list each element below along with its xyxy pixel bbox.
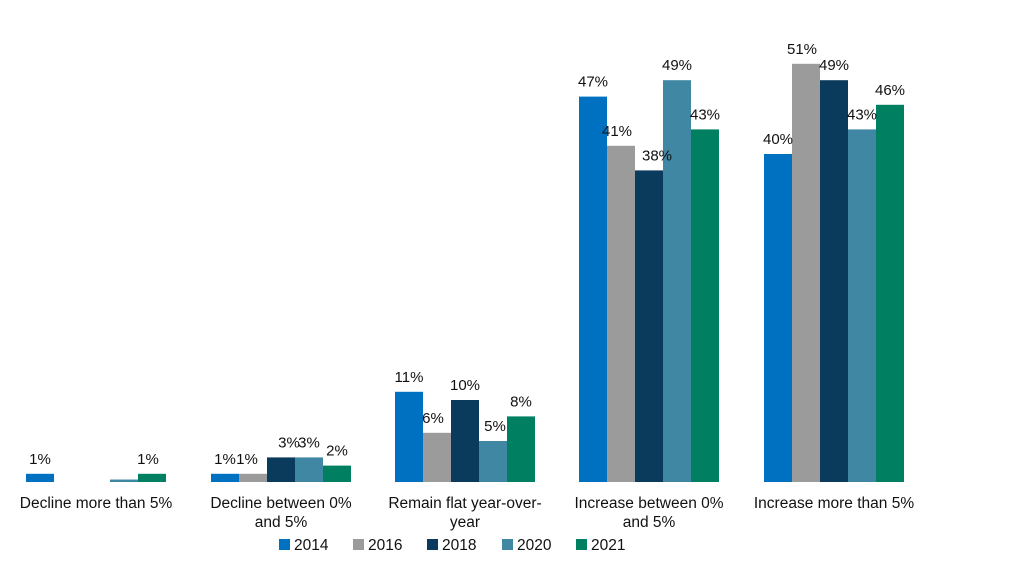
- legend-swatch-2014: [279, 539, 290, 550]
- bars-layer: [26, 63, 904, 483]
- value-label-2014-cat3: 47%: [578, 74, 608, 91]
- category-label-line: Decline more than 5%: [20, 495, 173, 512]
- value-label-2014-cat2: 11%: [395, 369, 424, 386]
- category-label-line: Remain flat year-over-: [388, 495, 541, 512]
- legend-swatch-2018: [427, 539, 438, 550]
- bar-2016-cat1: [239, 473, 267, 482]
- category-label-1: Decline between 0% and 5%: [210, 495, 352, 531]
- value-label-2014-cat1: 1%: [214, 451, 236, 468]
- bar-2014-cat0: [26, 473, 54, 482]
- bar-2020-cat4: [848, 129, 876, 482]
- bar-2018-cat1: [267, 457, 295, 482]
- value-label-2018-cat1: 3%: [278, 434, 300, 451]
- value-label-2020-cat2: 5%: [484, 418, 506, 435]
- bar-2021-cat3: [691, 129, 719, 482]
- value-label-2021-cat0: 1%: [137, 451, 159, 468]
- bar-2021-cat4: [876, 104, 904, 483]
- category-label-line: and 5%: [255, 514, 308, 531]
- value-label-2020-cat3: 49%: [662, 57, 692, 74]
- category-label-3: Increase between 0% and 5%: [574, 495, 723, 531]
- value-label-2016-cat2: 6%: [422, 410, 444, 427]
- bar-2021-cat2: [507, 416, 535, 482]
- category-label-4: Increase more than 5%: [754, 495, 914, 512]
- bar-2020-cat0: [110, 479, 138, 482]
- bar-2016-cat4: [792, 63, 820, 483]
- value-label-2021-cat2: 8%: [510, 393, 532, 410]
- category-label-line: Decline between 0%: [210, 495, 352, 512]
- bar-2020-cat3: [663, 80, 691, 482]
- category-label-2: Remain flat year-over-year: [388, 495, 541, 531]
- value-label-2021-cat4: 46%: [875, 82, 905, 99]
- legend-label-2021: 2021: [591, 537, 625, 554]
- bar-2021-cat0: [138, 473, 166, 482]
- bar-2014-cat2: [395, 391, 423, 482]
- value-label-2020-cat4: 43%: [847, 106, 877, 123]
- legend-swatch-2021: [576, 539, 587, 550]
- value-label-2020-cat1: 3%: [298, 434, 320, 451]
- bar-2018-cat2: [451, 400, 479, 482]
- bar-2014-cat4: [764, 154, 792, 482]
- bar-2014-cat1: [211, 473, 239, 482]
- legend: 2014 2016 2018 2020 2021: [279, 537, 625, 554]
- value-label-2016-cat1: 1%: [236, 451, 258, 468]
- value-label-2021-cat1: 2%: [326, 443, 348, 460]
- bar-2018-cat4: [820, 80, 848, 482]
- bar-2016-cat2: [423, 432, 451, 482]
- legend-label-2014: 2014: [294, 537, 329, 554]
- category-label-line: Increase more than 5%: [754, 495, 914, 512]
- value-label-2014-cat0: 1%: [29, 451, 51, 468]
- value-label-2018-cat4: 49%: [819, 57, 849, 74]
- category-label-line: year: [450, 514, 480, 531]
- value-label-2016-cat3: 41%: [602, 123, 632, 140]
- bar-2018-cat3: [635, 170, 663, 482]
- value-label-2016-cat4: 51%: [787, 41, 817, 58]
- bar-2021-cat1: [323, 465, 351, 482]
- value-label-2018-cat2: 10%: [450, 377, 480, 394]
- category-label-line: Increase between 0%: [574, 495, 723, 512]
- value-label-2014-cat4: 40%: [763, 131, 793, 148]
- legend-swatch-2016: [353, 539, 364, 550]
- value-labels-layer: 1% 1%11%47%40%1%6%41%51%3%10%38%49%3%5%49…: [29, 41, 905, 468]
- category-label-line: and 5%: [623, 514, 676, 531]
- legend-label-2020: 2020: [517, 537, 552, 554]
- category-label-0: Decline more than 5%: [20, 495, 173, 512]
- value-label-2018-cat3: 38%: [642, 147, 672, 164]
- legend-swatch-2020: [502, 539, 513, 550]
- category-labels-layer: Decline more than 5% Decline between 0% an…: [20, 495, 915, 531]
- value-label-2021-cat3: 43%: [690, 106, 720, 123]
- legend-label-2018: 2018: [442, 537, 476, 554]
- legend-label-2016: 2016: [368, 537, 402, 554]
- bar-2016-cat3: [607, 145, 635, 483]
- bar-2020-cat2: [479, 441, 507, 482]
- bar-2014-cat3: [579, 96, 607, 482]
- bar-2020-cat1: [295, 457, 323, 482]
